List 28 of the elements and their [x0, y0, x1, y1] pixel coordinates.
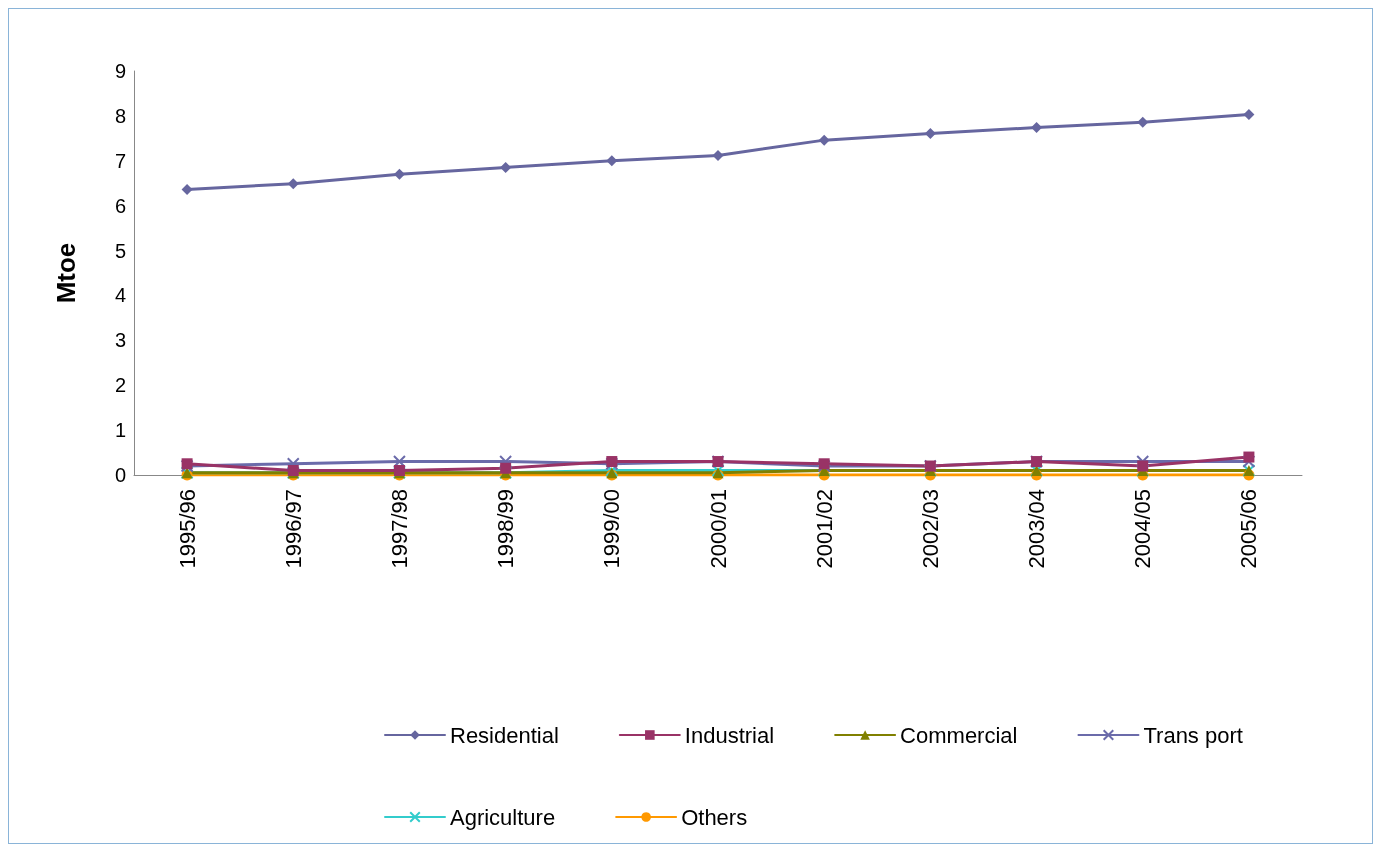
y-tick-label: 5	[114, 239, 126, 262]
y-tick-label: 3	[114, 329, 126, 352]
y-tick-label: 9	[114, 60, 126, 82]
x-tick-label: 2000/01	[705, 489, 731, 569]
x-tick-label: 2005/06	[1236, 489, 1262, 569]
legend-label: Residential	[450, 722, 559, 748]
legend-label: Commercial	[900, 722, 1018, 748]
y-tick-label: 1	[114, 419, 126, 442]
legend-label: Others	[681, 804, 748, 830]
x-tick-label: 2004/05	[1130, 489, 1156, 569]
legend-label: Agriculture	[450, 804, 556, 830]
x-tick-label: 1996/97	[280, 489, 306, 569]
x-tick-label: 2003/04	[1024, 489, 1050, 569]
x-tick-label: 1995/96	[174, 489, 200, 569]
y-axis-title: Mtoe	[51, 242, 81, 304]
y-tick-label: 2	[114, 374, 126, 397]
y-tick-label: 0	[114, 464, 126, 486]
y-tick-label: 7	[114, 149, 126, 172]
x-tick-label: 1997/98	[386, 489, 412, 569]
y-tick-label: 6	[114, 194, 126, 217]
x-tick-label: 2002/03	[917, 489, 943, 569]
legend-label: Trans port	[1143, 722, 1243, 748]
x-tick-label: 1999/00	[599, 489, 625, 569]
x-tick-label: 1998/99	[493, 489, 519, 569]
x-tick-label: 2001/02	[811, 489, 837, 569]
y-tick-label: 4	[114, 284, 126, 307]
y-tick-label: 8	[114, 104, 126, 127]
legend-label: Industrial	[684, 722, 775, 748]
